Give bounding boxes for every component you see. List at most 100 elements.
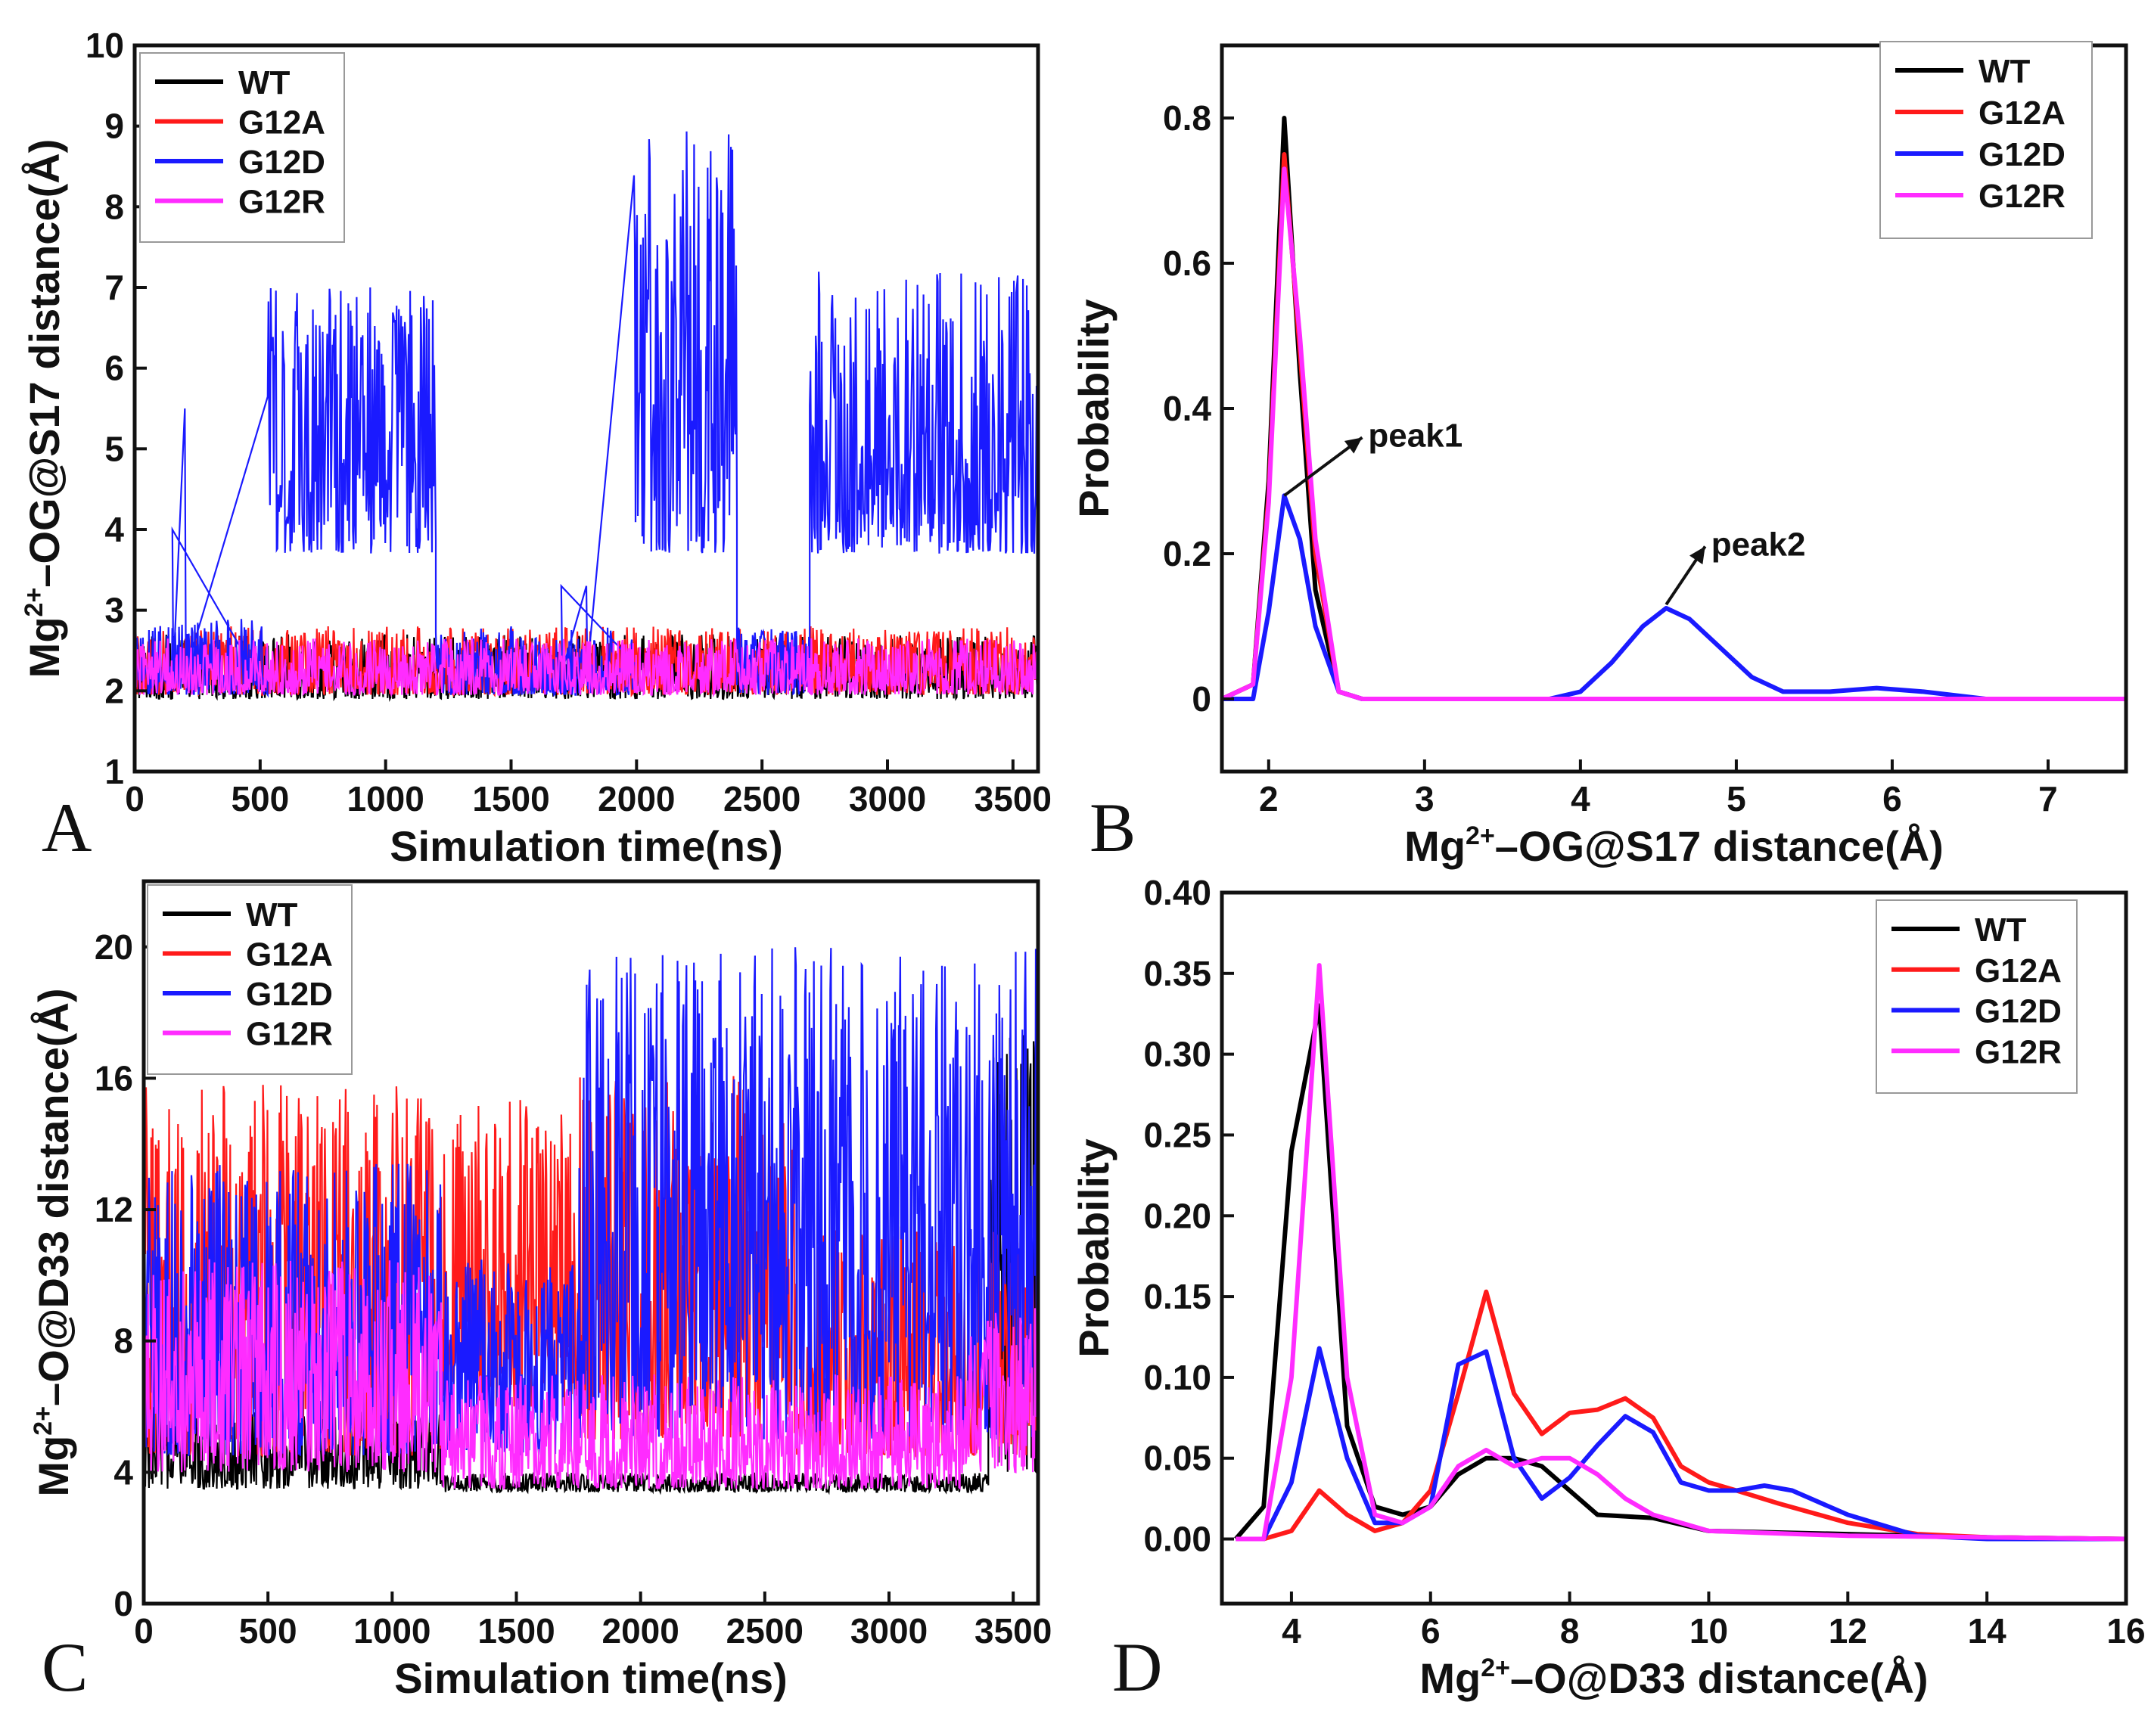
legend-label: G12A [1978,95,2066,132]
x-tick-label: 3500 [974,1611,1052,1651]
series-trace-wt [144,1020,1038,1495]
annotation-label: peak2 [1711,526,1806,563]
panel-letter: B [1089,789,1136,866]
series-line-g12r [1222,166,2126,701]
y-tick-label: 4 [104,510,124,549]
x-tick-label: 8 [1560,1611,1580,1651]
plot-frame [141,879,1040,1606]
legend-box [1879,41,2093,239]
x-tick-label: 2000 [598,779,675,818]
plot-area-C [144,947,1038,1495]
y-tick-label: 0.15 [1143,1277,1211,1316]
series-trace-g12r [135,638,1038,698]
y-tick-label: 0.00 [1143,1520,1211,1559]
y-tick-label: 0.10 [1143,1358,1211,1397]
x-axis-label: Simulation time(ns) [390,822,783,870]
annotation: peak2 [1665,526,1806,606]
y-tick-label: 12 [95,1190,133,1229]
legend-box [1876,899,2078,1094]
series-line-g12d [1236,1346,2126,1542]
y-tick-label: 4 [113,1452,133,1492]
annotation-arrowhead [1344,437,1363,454]
x-tick-label: 2500 [726,1611,804,1651]
x-tick-label: 2500 [723,779,800,818]
annotation-arrowhead [1689,546,1705,565]
y-tick-label: 0.30 [1143,1035,1211,1074]
legend-label: G12D [1978,136,2066,173]
y-tick-label: 2 [104,671,124,710]
x-tick-label: 0 [134,1611,154,1651]
legend-label: G12A [246,936,333,974]
annotation: peak1 [1283,417,1462,497]
y-axis-label: Probability [1070,1138,1117,1357]
y-tick-label: 0.8 [1163,98,1211,138]
x-tick-label: 6 [1421,1611,1441,1651]
x-axis-label: Simulation time(ns) [394,1654,788,1702]
legend-label: G12D [1975,993,2062,1030]
x-tick-label: 12 [1829,1611,1867,1651]
plot-area-D [1234,963,2126,1542]
legend-label: G12R [238,184,325,221]
y-tick-label: 0.40 [1143,873,1211,912]
y-tick-label: 0.25 [1143,1115,1211,1154]
panel-letter: D [1112,1629,1162,1706]
x-tick-label: 10 [1689,1611,1728,1651]
x-tick-label: 500 [239,1611,297,1651]
legend-label: G12D [246,976,333,1013]
x-tick-label: 1500 [472,779,549,818]
x-tick-label: 2000 [601,1611,679,1651]
plot-area-A [135,131,1038,703]
legend-label: G12A [1975,952,2062,989]
x-tick-label: 7 [2038,779,2058,818]
x-tick-label: 6 [1882,779,1902,818]
x-tick-label: 500 [231,779,289,818]
y-tick-label: 7 [104,268,124,307]
y-tick-label: 9 [104,107,124,146]
panel-B: 2 3 4 5 6 7 0 0.2 0.4 0.6 0.8 Mg2+–OG@S17 distance(… [1070,41,2128,870]
panel-C: 0 500 1000 1500 2000 2500 3000 3500 0 4 8 12 16 20 Sim… [29,879,1052,1706]
y-axis-label: Mg2+–OG@S17 distance(Å) [20,139,68,679]
x-axis-label: Mg2+–O@D33 distance(Å) [1419,1654,1928,1702]
y-tick-label: 10 [85,26,124,65]
legend-label: G12R [1975,1033,2062,1070]
legend-label: WT [238,64,291,101]
y-tick-label: 20 [95,927,133,967]
y-tick-label: 0.05 [1143,1439,1211,1478]
series-line-g12d [1222,493,2126,701]
x-tick-label: 3 [1415,779,1435,818]
y-tick-label: 0 [113,1584,133,1623]
y-tick-label: 0.6 [1163,244,1211,283]
y-tick-label: 0.4 [1163,389,1211,428]
y-tick-label: 8 [113,1321,133,1361]
y-tick-label: 6 [104,349,124,388]
legend-label: G12A [238,104,325,141]
y-tick-label: 8 [104,187,124,226]
legend-label: G12D [238,144,325,181]
legend-label: WT [1975,911,2027,949]
x-tick-label: 14 [1968,1611,2007,1651]
plot-area-B [1222,116,2126,701]
panel-letter: A [42,789,92,866]
legend-label: WT [246,896,298,933]
x-axis-label: Mg2+–OG@S17 distance(Å) [1404,821,1944,870]
series-line-g12r [1236,963,2126,1542]
y-tick-label: 1 [104,752,124,791]
x-tick-label: 4 [1282,1611,1301,1651]
panel-A: 0 500 1000 1500 2000 2500 3000 3500 1 2 3 4 5 6 7 8 9 10 S… [20,26,1052,870]
y-axis-label: Mg2+–O@D33 distance(Å) [29,988,77,1496]
x-tick-label: 1000 [347,779,424,818]
legend-box [147,884,353,1075]
legend-box [139,52,345,243]
series-line-g12a [1236,1289,2126,1542]
x-tick-label: 16 [2106,1611,2145,1651]
legend-label: G12R [246,1016,333,1053]
legend-label: G12R [1978,178,2066,215]
y-tick-label: 0.2 [1163,534,1211,573]
y-tick-label: 16 [95,1058,133,1098]
x-tick-label: 1000 [353,1611,431,1651]
annotation-label: peak1 [1368,417,1462,454]
